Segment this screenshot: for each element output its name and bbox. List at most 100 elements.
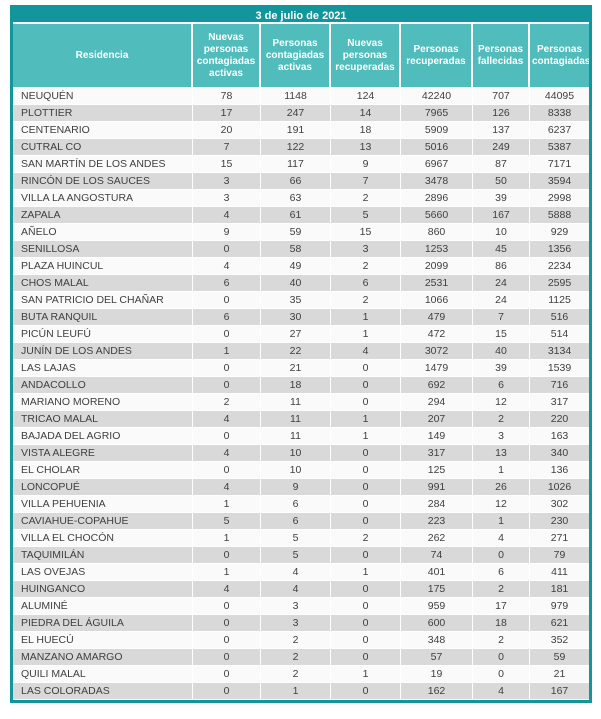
- residencia-cell: RINCÓN DE LOS SAUCES: [13, 173, 193, 190]
- value-cell: 19: [401, 666, 473, 683]
- residencia-cell: MANZANO AMARGO: [13, 649, 193, 666]
- column-header-5: Personas fallecidas: [473, 24, 530, 88]
- value-cell: 11: [261, 394, 331, 411]
- value-cell: 317: [530, 394, 589, 411]
- value-cell: 66: [261, 173, 331, 190]
- column-header-1: Nuevas personas contagiadas activas: [193, 24, 261, 88]
- residencia-cell: JUNÍN DE LOS ANDES: [13, 343, 193, 360]
- residencia-cell: BUTA RANQUIL: [13, 309, 193, 326]
- table-row: ZAPALA 4 61 5 5660 167 5888: [13, 207, 589, 224]
- value-cell: 352: [530, 632, 589, 649]
- residencia-cell: ZAPALA: [13, 207, 193, 224]
- value-cell: 2896: [401, 190, 473, 207]
- value-cell: 0: [331, 615, 401, 632]
- value-cell: 13: [331, 139, 401, 156]
- table-row: ANDACOLLO 0 18 0 692 6 716: [13, 377, 589, 394]
- value-cell: 126: [473, 105, 530, 122]
- value-cell: 317: [401, 445, 473, 462]
- value-cell: 5387: [530, 139, 589, 156]
- residencia-cell: NEUQUÉN: [13, 88, 193, 105]
- value-cell: 39: [473, 190, 530, 207]
- value-cell: 1: [193, 564, 261, 581]
- value-cell: 2: [193, 394, 261, 411]
- value-cell: 3: [193, 173, 261, 190]
- table-row: SAN PATRICIO DEL CHAÑAR 0 35 2 1066 24 1125: [13, 292, 589, 309]
- value-cell: 4: [473, 530, 530, 547]
- value-cell: 78: [193, 88, 261, 105]
- value-cell: 30: [261, 309, 331, 326]
- table-row: BUTA RANQUIL 6 30 1 479 7 516: [13, 309, 589, 326]
- value-cell: 1: [473, 513, 530, 530]
- value-cell: 45: [473, 241, 530, 258]
- residencia-cell: CHOS MALAL: [13, 275, 193, 292]
- value-cell: 6: [193, 309, 261, 326]
- value-cell: 6: [261, 513, 331, 530]
- value-cell: 5: [331, 207, 401, 224]
- value-cell: 4: [261, 564, 331, 581]
- value-cell: 24: [473, 275, 530, 292]
- table-row: CHOS MALAL 6 40 6 2531 24 2595: [13, 275, 589, 292]
- value-cell: 860: [401, 224, 473, 241]
- value-cell: 59: [261, 224, 331, 241]
- value-cell: 302: [530, 496, 589, 513]
- value-cell: 0: [331, 683, 401, 700]
- value-cell: 11: [261, 411, 331, 428]
- table-row: CENTENARIO 20 191 18 5909 137 6237: [13, 122, 589, 139]
- value-cell: 7: [331, 173, 401, 190]
- residencia-cell: ANDACOLLO: [13, 377, 193, 394]
- value-cell: 1148: [261, 88, 331, 105]
- value-cell: 18: [331, 122, 401, 139]
- value-cell: 0: [331, 598, 401, 615]
- value-cell: 3: [331, 241, 401, 258]
- value-cell: 40: [473, 343, 530, 360]
- value-cell: 2531: [401, 275, 473, 292]
- table-row: EL CHOLAR 0 10 0 125 1 136: [13, 462, 589, 479]
- value-cell: 6: [473, 564, 530, 581]
- header-row: Residencia Nuevas personas contagiadas ac…: [13, 24, 589, 88]
- value-cell: 0: [193, 666, 261, 683]
- residencia-cell: LAS COLORADAS: [13, 683, 193, 700]
- value-cell: 63: [261, 190, 331, 207]
- residencia-cell: VILLA PEHUENIA: [13, 496, 193, 513]
- value-cell: 18: [261, 377, 331, 394]
- residencia-cell: TAQUIMILÁN: [13, 547, 193, 564]
- value-cell: 117: [261, 156, 331, 173]
- value-cell: 1125: [530, 292, 589, 309]
- value-cell: 2: [473, 581, 530, 598]
- value-cell: 262: [401, 530, 473, 547]
- value-cell: 600: [401, 615, 473, 632]
- value-cell: 12: [473, 496, 530, 513]
- value-cell: 340: [530, 445, 589, 462]
- value-cell: 35: [261, 292, 331, 309]
- table-row: VISTA ALEGRE 4 10 0 317 13 340: [13, 445, 589, 462]
- value-cell: 6: [473, 377, 530, 394]
- column-header-4: Personas recuperadas: [401, 24, 473, 88]
- value-cell: 247: [261, 105, 331, 122]
- table-date-title: 3 de julio de 2021: [13, 8, 589, 24]
- value-cell: 0: [331, 496, 401, 513]
- value-cell: 3: [473, 428, 530, 445]
- value-cell: 929: [530, 224, 589, 241]
- value-cell: 5660: [401, 207, 473, 224]
- value-cell: 10: [473, 224, 530, 241]
- table-row: LONCOPUÉ 4 9 0 991 26 1026: [13, 479, 589, 496]
- value-cell: 6: [261, 496, 331, 513]
- value-cell: 3134: [530, 343, 589, 360]
- value-cell: 5: [193, 513, 261, 530]
- value-cell: 79: [530, 547, 589, 564]
- value-cell: 0: [193, 683, 261, 700]
- value-cell: 162: [401, 683, 473, 700]
- value-cell: 1: [473, 462, 530, 479]
- residencia-cell: SENILLOSA: [13, 241, 193, 258]
- value-cell: 1: [193, 496, 261, 513]
- value-cell: 14: [331, 105, 401, 122]
- value-cell: 0: [331, 462, 401, 479]
- value-cell: 959: [401, 598, 473, 615]
- value-cell: 0: [193, 632, 261, 649]
- value-cell: 1: [193, 343, 261, 360]
- value-cell: 2: [261, 666, 331, 683]
- column-header-2: Personas contagiadas activas: [261, 24, 331, 88]
- residencia-cell: VILLA EL CHOCÓN: [13, 530, 193, 547]
- value-cell: 0: [331, 360, 401, 377]
- table-row: LAS LAJAS 0 21 0 1479 39 1539: [13, 360, 589, 377]
